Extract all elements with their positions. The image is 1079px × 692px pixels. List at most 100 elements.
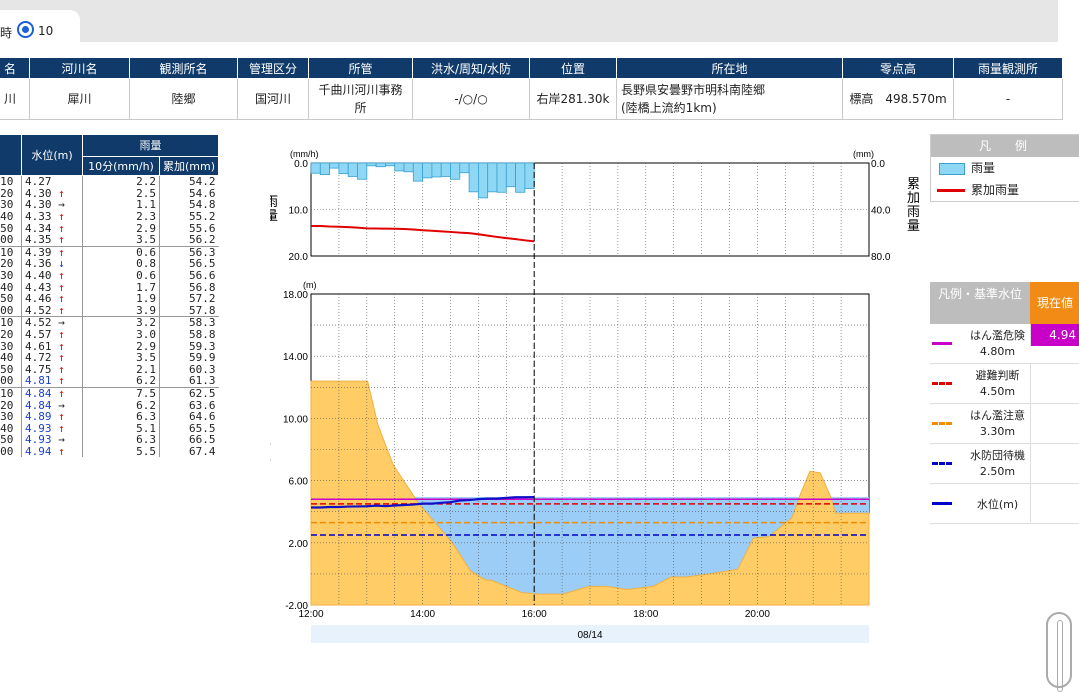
rain-cell: 1.9: [82, 292, 160, 305]
rain-cell: 3.5: [82, 233, 160, 247]
rain-cell: 7.5: [82, 386, 160, 400]
rain-legend-title: 凡 例: [931, 135, 1079, 157]
rain-cell: 1.1: [82, 199, 160, 211]
cum-axis-label: 累: [907, 177, 920, 192]
info-cell-flood: -/○/○: [412, 78, 530, 120]
level-legend-title: 凡例・基準水位: [930, 282, 1030, 324]
level-value: 4.43: [25, 280, 52, 294]
rain-bar: [319, 162, 330, 176]
rain-bar: [394, 162, 405, 172]
table-row: :404.72 ↑3.559.9: [0, 351, 219, 365]
rain-cell: 6.2: [82, 375, 160, 388]
info-cell: 川: [0, 78, 30, 120]
info-header: 零点高: [842, 57, 954, 79]
hydrograph-chart: 0.010.020.00.040.080.0(mm/h) (mm)雨量累加雨量-2…: [270, 149, 920, 643]
cum-cell: 62.5: [159, 386, 219, 400]
radio-10-icon[interactable]: [17, 21, 34, 38]
trend-arrow-icon: ↑: [58, 186, 65, 200]
level-value: 4.93: [25, 421, 52, 435]
time-cell: :40: [0, 210, 22, 223]
rain-cell: 2.9: [82, 340, 160, 352]
level-value: 4.27: [25, 175, 52, 189]
level-swatch-icon: [932, 422, 952, 425]
info-cell-station: 陸郷: [129, 78, 238, 120]
selected-tab[interactable]: [0, 10, 80, 44]
observation-table: 水位(m) 雨量 10分(mm/h) 累加(mm) :104.27 2.254.…: [0, 134, 219, 458]
info-header: 名: [0, 57, 30, 79]
level-cell: 4.61 ↑: [21, 340, 83, 352]
rain-axis-label: 量: [270, 209, 278, 224]
level-legend-current-cell: [1030, 364, 1079, 402]
time-cell: :20: [0, 328, 22, 341]
cum-cell: 66.5: [189, 433, 216, 447]
level-value: 4.35: [25, 233, 52, 247]
rain-cell: 3.2: [82, 316, 160, 329]
time-cell: :10: [0, 386, 22, 400]
level-y-tick: 18.00: [283, 290, 308, 301]
rain-cell: 0.6: [82, 245, 160, 259]
rain-y-tick: 0.0: [294, 159, 308, 170]
table-row: :504.75 ↑2.160.3: [0, 363, 219, 376]
time-cell: :00: [0, 375, 22, 388]
table-row: :404.43 ↑1.756.8: [0, 281, 219, 293]
level-value: 4.33: [25, 210, 52, 224]
rain-bar: [505, 162, 517, 188]
table-row: :304.61 ↑2.959.3: [0, 340, 219, 352]
time-cell: :50: [0, 292, 22, 305]
time-header: [0, 134, 22, 176]
cum-y-tick: 40.0: [871, 206, 891, 217]
cum-cell: 56.2: [189, 233, 216, 247]
table-row: :204.30 ↑2.554.6: [0, 186, 219, 200]
level-legend: 凡例・基準水位 現在値 はん濫危険 4.80m 4.94 避難判断 4.50m はん濫注意…: [930, 282, 1079, 524]
level-legend-value: 2.50m: [979, 465, 1016, 478]
cum-cell: 54.8: [189, 198, 216, 212]
trend-arrow-icon: ↑: [58, 221, 65, 235]
level-legend-name: はん濫注意: [970, 409, 1025, 422]
cum-axis-label: 量: [907, 219, 920, 234]
level-swatch-icon: [932, 382, 952, 385]
trend-arrow-icon: ↑: [58, 210, 65, 224]
cum-legend-label: 累加雨量: [971, 183, 1020, 197]
x-tick: 14:00: [410, 609, 435, 620]
table-row: :404.93 ↑5.165.5: [0, 421, 219, 435]
scrollbar-thumb[interactable]: [1046, 612, 1072, 692]
rain-10min-header: 10分(mm/h): [82, 155, 160, 177]
x-tick: 20:00: [745, 609, 770, 620]
time-cell: :30: [0, 340, 22, 352]
level-value: 4.52: [25, 316, 52, 330]
info-header: 所管: [308, 57, 413, 79]
current-value-header: 現在値: [1030, 282, 1079, 324]
rain-cell: 2.2: [82, 175, 160, 188]
level-axis-label: 位: [270, 449, 271, 464]
rain-cell: 2.9: [82, 222, 160, 234]
level-cell: 4.30 ↑: [21, 186, 83, 200]
rain-cell: 3.5: [82, 351, 160, 364]
info-header: 所在地: [616, 57, 843, 79]
level-value: 4.46: [25, 292, 52, 306]
trend-arrow-icon: ↑: [58, 421, 65, 435]
info-header: 位置: [529, 57, 617, 79]
cum-y-tick: 0.0: [871, 159, 885, 170]
info-header: 河川名: [29, 57, 130, 79]
x-tick: 18:00: [633, 609, 658, 620]
level-legend-value: 4.50m: [979, 385, 1016, 398]
trend-arrow-icon: ↑: [58, 233, 65, 247]
level-value: 4.72: [25, 351, 52, 365]
cum-swatch-icon: [937, 189, 965, 192]
level-swatch-icon: [932, 462, 952, 465]
trend-arrow-icon: →: [58, 316, 65, 330]
level-value: 4.34: [25, 221, 52, 235]
time-cell: :40: [0, 351, 22, 364]
table-row: :304.40 ↑0.656.6: [0, 269, 219, 282]
rain-cell: 2.5: [82, 187, 160, 200]
level-legend-item: 水位(m): [930, 484, 1079, 524]
rain-y-tick: 20.0: [289, 252, 309, 263]
level-legend-name: 水防団待機: [970, 449, 1025, 462]
level-y-tick: 6.00: [289, 477, 309, 488]
level-cell: 4.46 ↑: [21, 292, 83, 306]
rain-cum-header: 累加(mm): [159, 155, 219, 177]
level-cell: 4.27: [21, 175, 83, 189]
top-bar: [0, 0, 1058, 42]
time-cell: :20: [0, 187, 22, 200]
info-cell-river: 犀川: [29, 78, 130, 120]
